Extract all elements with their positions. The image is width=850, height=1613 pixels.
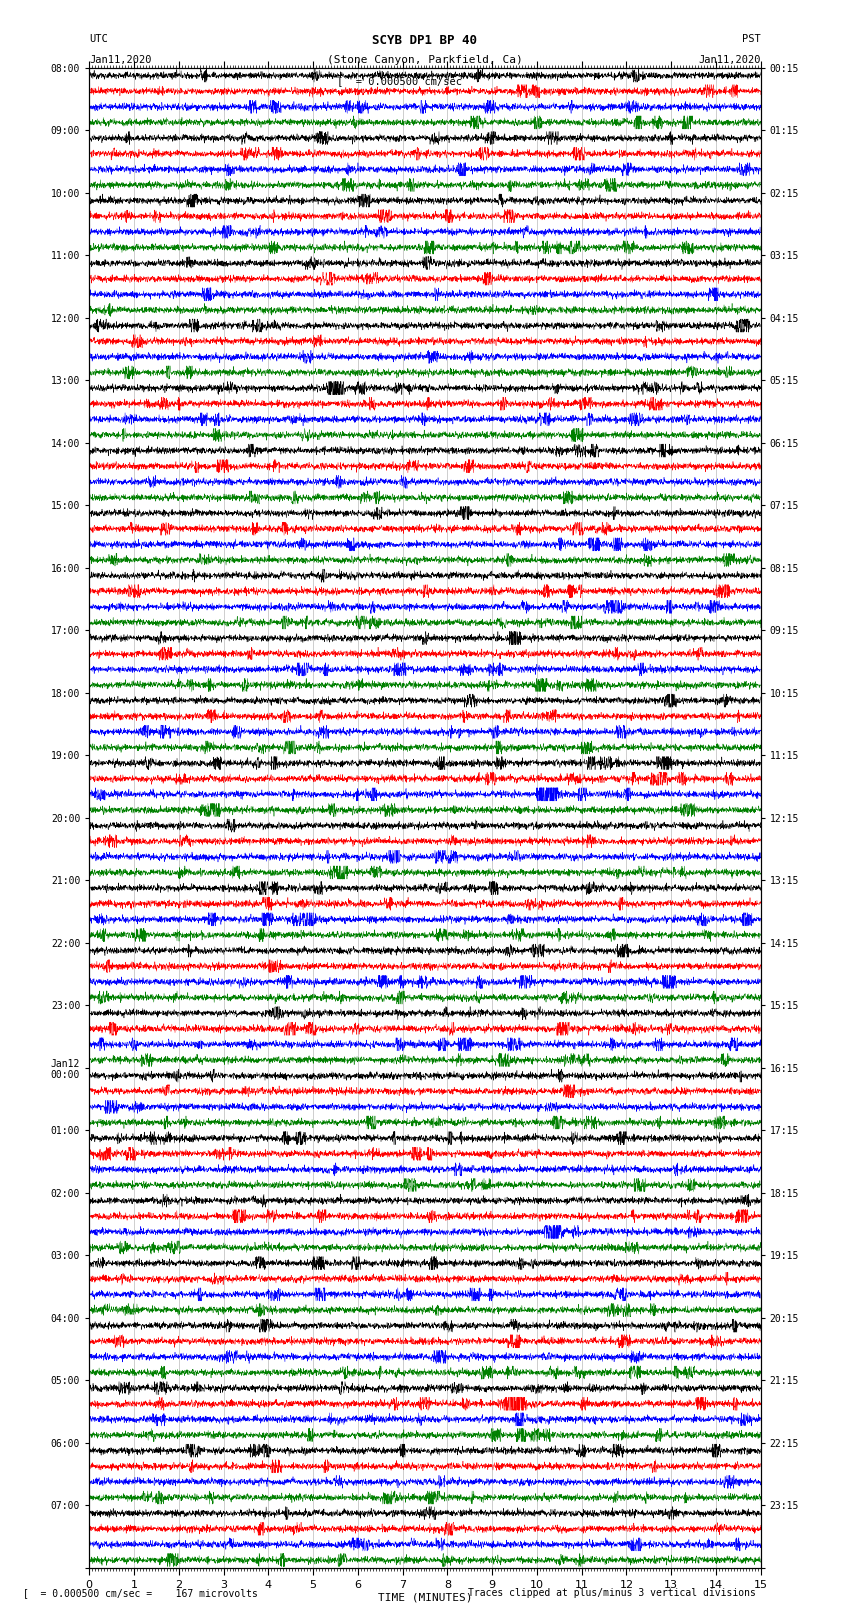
Text: UTC: UTC	[89, 34, 108, 44]
Text: [  = 0.000500 cm/sec =    167 microvolts: [ = 0.000500 cm/sec = 167 microvolts	[17, 1589, 258, 1598]
Text: PST: PST	[742, 34, 761, 44]
Text: Jan11,2020: Jan11,2020	[698, 55, 761, 65]
Text: Jan11,2020: Jan11,2020	[89, 55, 152, 65]
Text: Traces clipped at plus/minus 3 vertical divisions: Traces clipped at plus/minus 3 vertical …	[468, 1589, 756, 1598]
Text: SCYB DP1 BP 40: SCYB DP1 BP 40	[372, 34, 478, 47]
Text: (Stone Canyon, Parkfield, Ca): (Stone Canyon, Parkfield, Ca)	[327, 55, 523, 65]
X-axis label: TIME (MINUTES): TIME (MINUTES)	[377, 1592, 473, 1602]
Text: [  = 0.000500 cm/sec: [ = 0.000500 cm/sec	[337, 76, 462, 85]
